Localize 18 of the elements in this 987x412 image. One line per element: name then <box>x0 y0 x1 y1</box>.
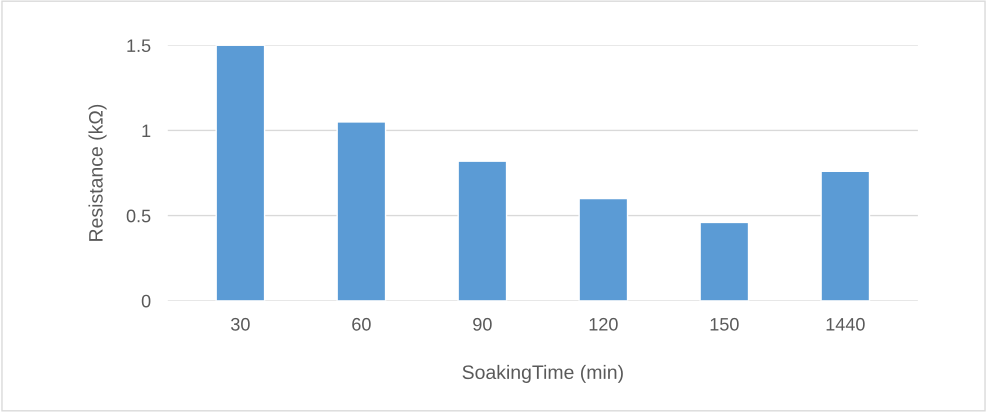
bar <box>578 198 628 301</box>
y-tick-label: 0 <box>142 294 150 308</box>
x-tick-label: 60 <box>352 318 371 331</box>
y-axis-title: Resistance (kΩ) <box>88 104 107 241</box>
x-tick-label: 150 <box>710 318 739 331</box>
x-tick-label: 1440 <box>826 318 865 331</box>
bar <box>215 45 266 301</box>
bar <box>336 121 386 301</box>
y-tick-label: 1 <box>142 124 150 138</box>
bar <box>820 170 870 301</box>
x-tick-label: 30 <box>231 318 250 331</box>
bar <box>699 222 750 301</box>
x-axis-title: SoakingTime (min) <box>462 364 623 383</box>
bar <box>457 160 508 301</box>
y-tick-label: 1.5 <box>127 39 150 52</box>
x-tick-label: 90 <box>473 318 492 331</box>
x-tick-label: 120 <box>590 318 618 331</box>
y-tick-label: 0.5 <box>126 210 150 222</box>
